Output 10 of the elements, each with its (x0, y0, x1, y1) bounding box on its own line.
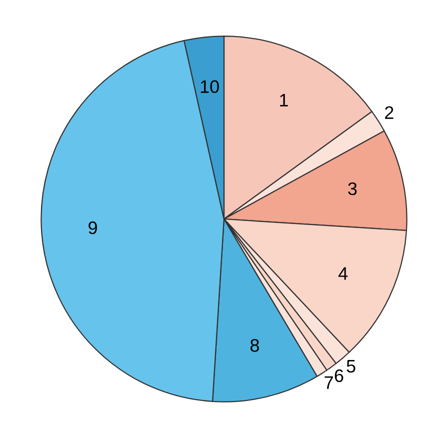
slice-label: 1 (280, 94, 288, 106)
slice-label: 10 (200, 80, 219, 94)
slice-label: 4 (338, 267, 348, 280)
slice-label: 3 (348, 182, 357, 196)
slice-label: 6 (334, 369, 344, 382)
slice-label: 2 (385, 106, 394, 119)
slice-label: 8 (250, 339, 259, 352)
slice-label: 5 (346, 360, 356, 373)
slice-label: 7 (324, 376, 333, 389)
slice-label: 9 (88, 221, 97, 234)
